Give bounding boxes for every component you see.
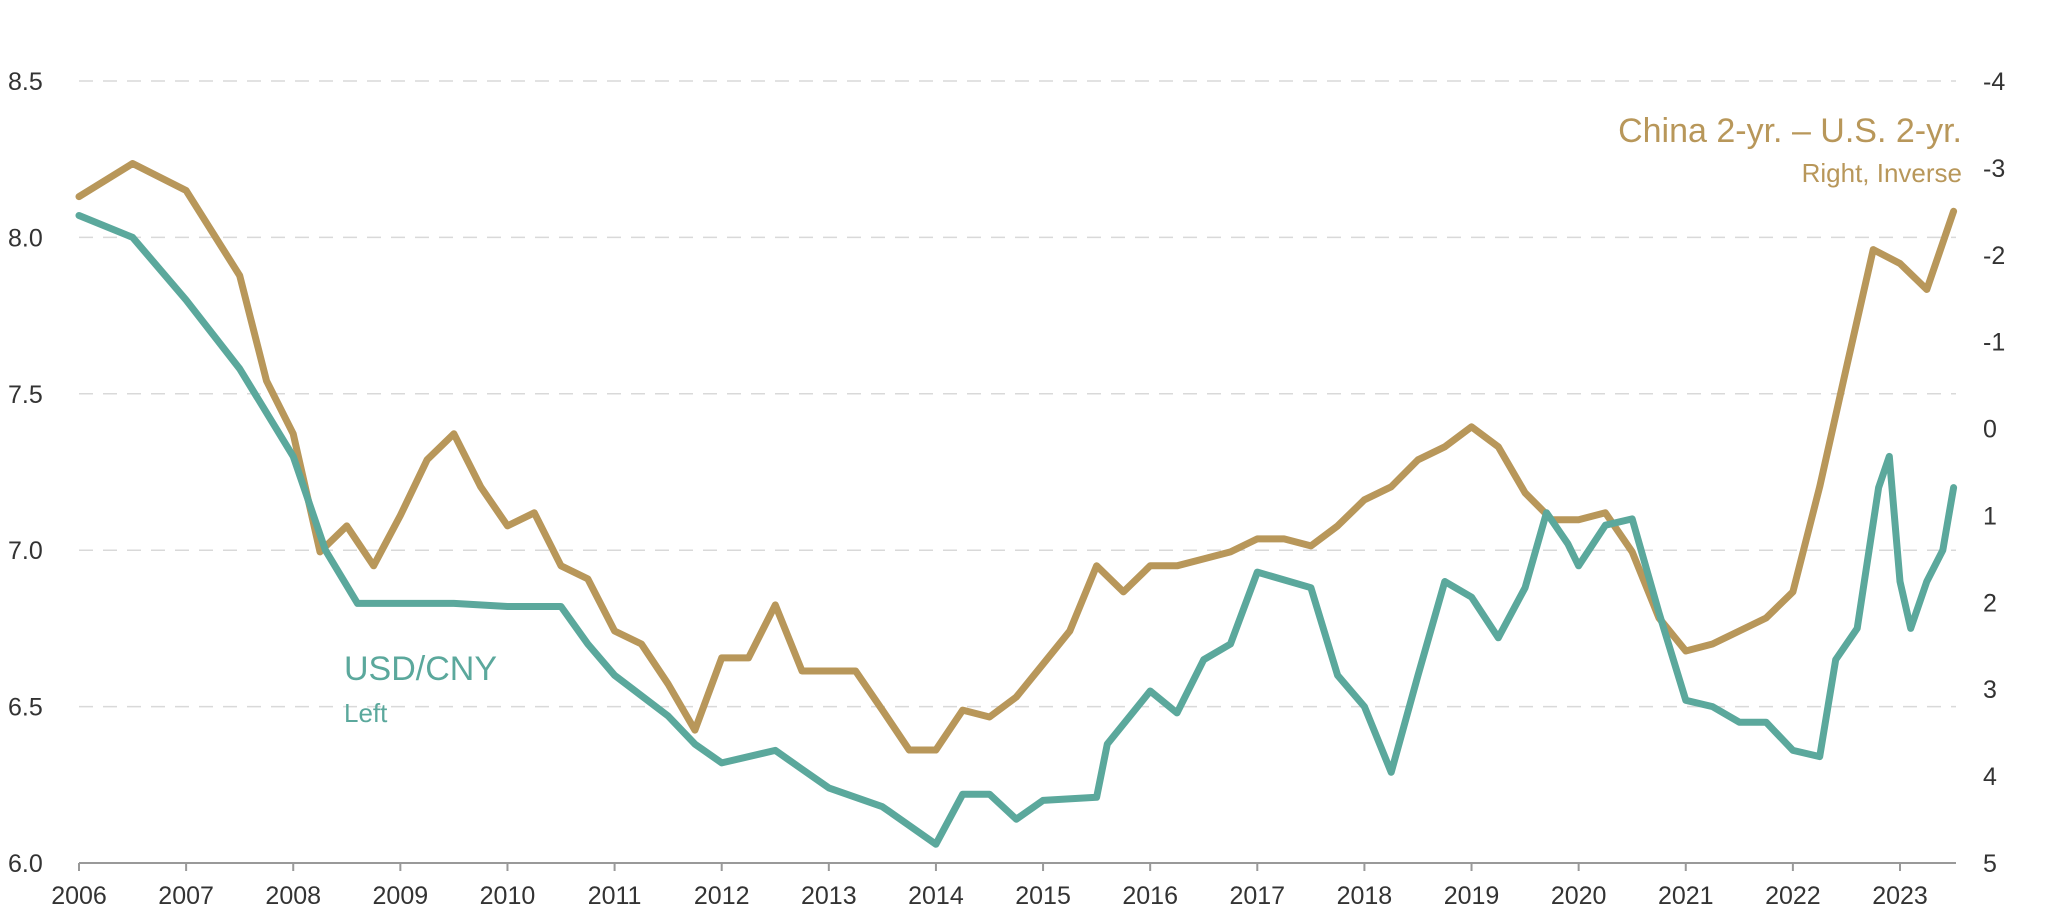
right-tick-label: 5	[1983, 850, 1997, 878]
x-tick-label: 2011	[588, 882, 642, 910]
left-tick-label: 7.0	[8, 537, 43, 565]
x-tick-label: 2018	[1337, 882, 1393, 910]
right-tick-label: 2	[1983, 589, 1997, 617]
right-tick-label: -3	[1983, 155, 2005, 183]
legend-spread-title: China 2-yr. – U.S. 2-yr.	[1618, 112, 1962, 150]
x-tick-label: 2023	[1872, 882, 1928, 910]
right-axis: -4 -3 -2 -1 0 1 2 3 4 5	[1983, 68, 2005, 878]
right-tick-label: 0	[1983, 416, 1997, 444]
x-tick-label: 2014	[908, 882, 964, 910]
right-tick-label: -1	[1983, 329, 2005, 357]
x-axis: 2006 2007 2008 2009 2010 2011 2012 2013 2014 2015…	[51, 863, 1928, 910]
left-tick-label: 8.5	[8, 68, 43, 96]
right-tick-label: 3	[1983, 676, 1997, 704]
left-axis: 8.5 8.0 7.5 7.0 6.5 6.0	[8, 68, 43, 878]
x-tick-label: 2008	[265, 882, 321, 910]
gridlines	[79, 80, 1956, 708]
x-tick-label: 2020	[1551, 882, 1607, 910]
left-tick-label: 7.5	[8, 381, 43, 409]
x-tick-label: 2010	[480, 882, 536, 910]
legend-usdcny-sub: Left	[344, 698, 388, 728]
series-lines	[75, 160, 1958, 848]
x-tick-label: 2021	[1658, 882, 1714, 910]
x-tick-label: 2022	[1765, 882, 1821, 910]
x-tick-label: 2007	[158, 882, 214, 910]
right-tick-label: -4	[1983, 68, 2005, 96]
usdcny-line	[75, 212, 1958, 848]
x-tick-label: 2019	[1444, 882, 1500, 910]
x-tick-label: 2017	[1229, 882, 1285, 910]
right-tick-label: -2	[1983, 242, 2005, 270]
legend-usdcny-title: USD/CNY	[344, 650, 497, 688]
legend-spread-sub: Right, Inverse	[1802, 158, 1962, 188]
right-tick-label: 1	[1983, 502, 1997, 530]
left-tick-label: 6.0	[8, 850, 43, 878]
left-tick-label: 8.0	[8, 224, 43, 252]
x-tick-label: 2012	[694, 882, 750, 910]
x-tick-label: 2015	[1015, 882, 1071, 910]
x-tick-label: 2016	[1122, 882, 1178, 910]
right-tick-label: 4	[1983, 763, 1997, 791]
x-tick-label: 2006	[51, 882, 107, 910]
x-tick-label: 2013	[801, 882, 857, 910]
x-tick-label: 2009	[373, 882, 429, 910]
left-tick-label: 6.5	[8, 694, 43, 722]
